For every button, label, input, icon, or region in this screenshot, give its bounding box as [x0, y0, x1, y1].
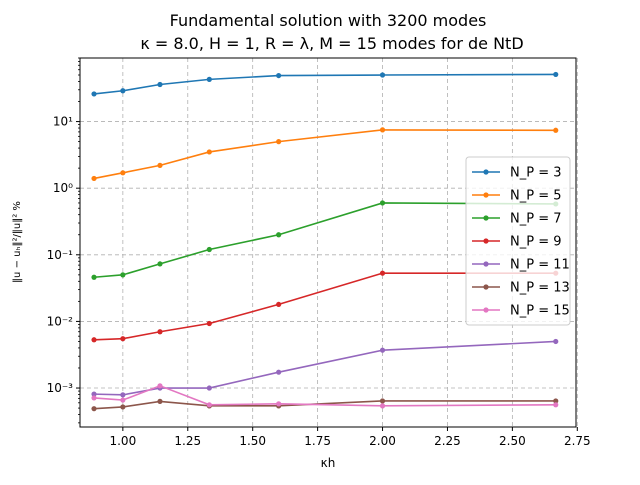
legend-swatch-marker: [483, 238, 489, 244]
legend-label: N_P = 5: [510, 189, 562, 204]
data-point: [276, 72, 282, 79]
legend-item: N_P = 11: [472, 258, 570, 273]
legend-swatch-marker: [483, 215, 489, 221]
data-point: [91, 406, 97, 412]
y-tick-label: 10⁻²: [47, 314, 74, 328]
data-point: [379, 270, 386, 276]
data-point: [120, 404, 126, 410]
legend-item: N_P = 7: [472, 212, 562, 227]
legend-label: N_P = 7: [510, 212, 562, 227]
legend-item: N_P = 9: [472, 235, 562, 250]
data-point: [379, 127, 386, 133]
series-2: [91, 127, 559, 182]
legend-swatch-marker: [483, 192, 489, 198]
data-point: [553, 398, 559, 404]
legend-label: N_P = 3: [510, 166, 562, 181]
data-point: [276, 369, 282, 375]
legend: N_P = 3 N_P = 5 N_P = 7 N_P = 9 N_P = 11 N_P …: [465, 156, 571, 326]
x-axis-ticks: 1.00 1.25 1.50 1.75 2.00 2.25 2.50 2.75: [109, 427, 591, 448]
plot-frame: [79, 57, 577, 428]
y-tick-label: 10¹: [53, 115, 73, 129]
data-point: [120, 336, 126, 342]
x-tick-label: 1.50: [239, 434, 266, 448]
legend-item: N_P = 5: [472, 189, 562, 204]
legend-box: [465, 156, 571, 326]
chart-title-line-1: Fundamental solution with 3200 modes: [170, 11, 487, 30]
data-point: [120, 392, 126, 398]
y-tick-label: 10⁰: [53, 181, 73, 195]
series-3: [91, 200, 559, 280]
x-tick-label: 2.50: [499, 434, 526, 448]
x-tick-label: 1.00: [109, 434, 136, 448]
series-7: [91, 383, 559, 409]
data-point: [91, 337, 97, 343]
y-axis-ticks: 10⁻³ 10⁻² 10⁻¹ 10⁰ 10¹: [47, 57, 80, 424]
data-point: [120, 88, 126, 94]
x-tick-label: 2.75: [564, 434, 591, 448]
y-tick-label: 10⁻³: [47, 381, 74, 395]
data-point: [206, 385, 212, 391]
data-point: [157, 162, 163, 168]
legend-swatch-marker: [483, 169, 489, 175]
legend-swatch-marker: [483, 261, 489, 267]
data-point: [379, 200, 386, 206]
legend-label: N_P = 9: [510, 235, 562, 250]
data-point: [379, 398, 386, 404]
data-point: [157, 329, 163, 335]
data-point: [553, 338, 559, 345]
data-point: [553, 127, 559, 133]
data-point: [206, 149, 212, 155]
data-point: [91, 175, 97, 182]
data-point: [157, 398, 163, 404]
data-point: [276, 232, 282, 238]
data-point: [120, 397, 126, 403]
data-point: [206, 320, 212, 327]
y-tick-label: 10⁻¹: [47, 248, 74, 262]
data-point: [91, 395, 97, 401]
series-layer: [91, 71, 559, 412]
data-point: [206, 76, 212, 82]
data-point: [206, 402, 212, 408]
data-point: [157, 81, 163, 88]
x-tick-label: 2.00: [369, 434, 396, 448]
data-point: [553, 71, 559, 78]
data-point: [91, 274, 97, 280]
data-point: [120, 272, 126, 278]
chart-title-line-2: κ = 8.0, H = 1, R = λ, M = 15 modes for …: [140, 34, 523, 53]
data-point: [276, 401, 282, 407]
data-point: [91, 391, 97, 397]
x-tick-label: 2.25: [434, 434, 461, 448]
series-5: [91, 338, 559, 398]
y-axis-label: ‖u − uₕ‖²/‖u‖² %: [12, 201, 23, 283]
legend-item: N_P = 13: [472, 281, 570, 296]
data-point: [379, 72, 386, 78]
x-tick-label: 1.25: [174, 434, 201, 448]
data-point: [379, 403, 386, 409]
data-point: [206, 246, 212, 253]
legend-swatch-marker: [483, 307, 489, 313]
legend-label: N_P = 11: [510, 258, 570, 273]
series-1: [91, 71, 559, 97]
data-point: [276, 139, 282, 145]
data-point: [157, 261, 163, 267]
data-point: [553, 402, 559, 408]
data-point: [379, 347, 386, 353]
data-point: [276, 301, 282, 308]
x-tick-label: 1.75: [304, 434, 331, 448]
series-line: [93, 73, 556, 95]
legend-item: N_P = 3: [472, 166, 562, 181]
legend-label: N_P = 13: [510, 281, 570, 296]
data-point: [157, 383, 163, 389]
legend-swatch-marker: [483, 284, 489, 290]
data-point: [91, 91, 97, 97]
x-axis-label: κh: [321, 456, 336, 470]
legend-label: N_P = 15: [510, 304, 570, 319]
data-point: [120, 170, 126, 176]
legend-item: N_P = 15: [472, 304, 570, 319]
